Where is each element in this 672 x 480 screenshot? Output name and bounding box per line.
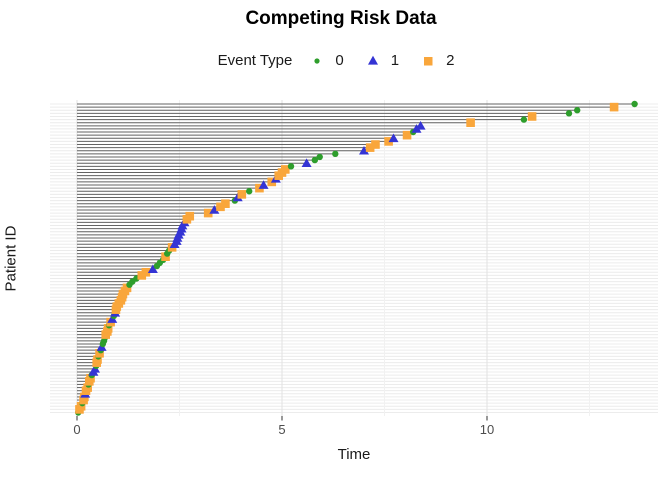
- event-marker-square: [402, 130, 412, 140]
- event-marker-circle: [311, 156, 318, 164]
- event-marker-square: [216, 202, 225, 212]
- y-axis-title: Patient ID: [2, 225, 20, 292]
- event-marker-triangle: [147, 264, 158, 273]
- x-axis-title: Time: [337, 446, 371, 463]
- event-marker-circle: [574, 107, 581, 114]
- event-marker-circle: [565, 110, 573, 117]
- event-marker-square: [527, 112, 537, 121]
- event-marker-circle: [520, 116, 528, 123]
- event-marker-square: [83, 383, 92, 392]
- event-marker-square: [141, 267, 151, 277]
- event-marker-square: [103, 324, 113, 333]
- event-marker-square: [122, 283, 132, 293]
- event-marker-triangle: [359, 145, 369, 155]
- legend-item-event-0: 0: [310, 52, 344, 69]
- event-marker-square: [237, 190, 247, 199]
- legend-item-event-1: 1: [366, 52, 399, 69]
- event-marker-square: [365, 143, 375, 152]
- legend-items: 0 1 2: [310, 52, 454, 69]
- event-marker-square: [93, 355, 102, 364]
- event-marker-square: [384, 137, 393, 146]
- event-marker-triangle: [388, 133, 399, 143]
- event-marker-square: [609, 102, 619, 112]
- event-marker-square: [203, 208, 213, 218]
- legend-label-2: 2: [446, 52, 455, 69]
- event-marker-triangle: [301, 158, 312, 168]
- x-tick-label: 5: [278, 422, 285, 437]
- event-marker-square: [161, 252, 170, 261]
- legend-item-event-2: 2: [421, 52, 454, 69]
- event-marker-square: [76, 401, 86, 411]
- legend-label-1: 1: [390, 52, 400, 69]
- event-marker-square: [371, 140, 380, 149]
- square-marker-icon: [421, 54, 435, 68]
- event-marker-square: [280, 165, 290, 174]
- event-marker-square: [95, 348, 104, 358]
- event-marker-triangle: [415, 121, 426, 130]
- circle-marker-icon: [310, 54, 324, 68]
- legend-label-0: 0: [335, 52, 344, 69]
- event-marker-square: [466, 118, 475, 127]
- triangle-marker-icon: [366, 54, 380, 68]
- legend-title: Event Type: [217, 52, 293, 69]
- event-marker-circle: [631, 100, 638, 108]
- event-marker-circle: [316, 153, 323, 161]
- event-marker-square: [185, 211, 195, 221]
- event-marker-circle: [287, 163, 295, 170]
- event-marker-circle: [246, 188, 253, 195]
- event-marker-square: [86, 373, 95, 383]
- event-marker-triangle: [258, 180, 269, 189]
- x-tick-label: 10: [480, 422, 494, 437]
- chart-title: Competing Risk Data: [245, 8, 437, 29]
- event-marker-circle: [332, 150, 339, 158]
- legend: Event Type 0 1 2: [0, 52, 672, 69]
- x-tick-label: 0: [73, 422, 80, 437]
- event-marker-triangle: [209, 205, 220, 214]
- event-marker-square: [221, 199, 230, 209]
